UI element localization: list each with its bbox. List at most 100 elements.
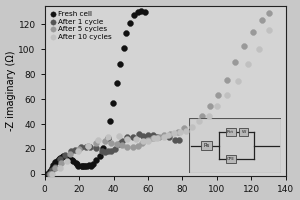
After 5 cycles (182, 126, 187, 129)
After 1 cycle (130, 135, 135, 139)
After 5 cycles (176, 130, 180, 134)
Fresh cell (70, 158, 74, 162)
Fresh cell (85, 164, 90, 167)
Fresh cell (76, 164, 81, 167)
After 10 cycles (206, 114, 211, 117)
After 5 cycles (242, 45, 247, 48)
Fresh cell (128, 21, 133, 24)
After 5 cycles (59, 161, 64, 164)
Fresh cell (65, 157, 70, 160)
After 1 cycle (83, 146, 88, 149)
After 5 cycles (216, 93, 221, 97)
After 1 cycle (103, 150, 107, 153)
Fresh cell (55, 160, 60, 163)
After 5 cycles (224, 78, 229, 81)
Fresh cell (74, 161, 78, 165)
After 10 cycles (267, 28, 272, 31)
After 1 cycle (176, 139, 181, 142)
Fresh cell (46, 172, 50, 175)
Fresh cell (67, 158, 72, 161)
Fresh cell (56, 157, 61, 160)
After 1 cycle (166, 135, 171, 139)
Fresh cell (65, 156, 70, 159)
Fresh cell (83, 165, 88, 168)
After 5 cycles (267, 11, 272, 14)
Fresh cell (80, 164, 85, 168)
After 10 cycles (197, 119, 202, 122)
Fresh cell (48, 169, 52, 172)
After 1 cycle (58, 158, 63, 161)
After 10 cycles (117, 134, 122, 138)
Fresh cell (142, 11, 147, 14)
Fresh cell (87, 163, 92, 167)
After 1 cycle (161, 135, 166, 138)
After 10 cycles (152, 136, 157, 140)
After 1 cycle (125, 136, 130, 139)
After 10 cycles (257, 47, 262, 50)
Fresh cell (50, 166, 55, 170)
After 5 cycles (53, 166, 58, 170)
Fresh cell (79, 164, 84, 168)
After 5 cycles (150, 136, 155, 139)
After 10 cycles (225, 93, 230, 96)
After 10 cycles (106, 136, 111, 139)
Fresh cell (108, 119, 112, 123)
Fresh cell (44, 172, 49, 176)
After 10 cycles (177, 131, 182, 134)
Fresh cell (91, 162, 95, 165)
After 1 cycle (94, 146, 99, 149)
Fresh cell (52, 161, 57, 164)
Fresh cell (71, 159, 76, 162)
Fresh cell (58, 156, 62, 160)
After 10 cycles (235, 79, 240, 83)
After 10 cycles (58, 166, 63, 169)
After 1 cycle (151, 133, 155, 136)
After 1 cycle (119, 139, 124, 143)
After 10 cycles (166, 133, 170, 136)
After 1 cycle (69, 149, 74, 153)
After 5 cycles (85, 144, 90, 147)
After 5 cycles (136, 145, 140, 148)
Fresh cell (124, 32, 129, 35)
After 5 cycles (208, 105, 212, 108)
After 10 cycles (86, 144, 91, 147)
Fresh cell (61, 154, 66, 158)
After 5 cycles (47, 172, 52, 176)
Fresh cell (132, 13, 137, 16)
After 1 cycle (146, 134, 151, 137)
After 5 cycles (146, 138, 151, 141)
After 5 cycles (115, 142, 119, 145)
After 1 cycle (99, 149, 104, 152)
Fresh cell (117, 63, 122, 66)
After 1 cycle (116, 142, 121, 146)
After 1 cycle (52, 166, 57, 169)
Fresh cell (115, 81, 120, 85)
Fresh cell (63, 154, 68, 157)
After 5 cycles (94, 142, 99, 145)
After 5 cycles (131, 145, 136, 149)
After 1 cycle (173, 138, 178, 142)
Legend: Fresh cell, After 1 cycle, After 5 cycles, After 10 cycles: Fresh cell, After 1 cycle, After 5 cycle… (48, 9, 113, 42)
After 10 cycles (146, 139, 151, 142)
After 10 cycles (96, 139, 101, 142)
After 10 cycles (171, 131, 176, 134)
After 1 cycle (106, 150, 111, 153)
After 10 cycles (50, 172, 54, 176)
Fresh cell (97, 155, 102, 158)
After 5 cycles (200, 114, 205, 118)
After 10 cycles (184, 130, 188, 133)
After 10 cycles (124, 137, 129, 140)
Fresh cell (111, 101, 116, 104)
Fresh cell (51, 163, 56, 166)
After 5 cycles (140, 141, 145, 145)
After 10 cycles (214, 105, 219, 108)
After 1 cycle (63, 153, 68, 156)
Fresh cell (74, 162, 79, 166)
Y-axis label: -Z imaginary (Ω): -Z imaginary (Ω) (6, 51, 16, 131)
After 10 cycles (134, 138, 138, 141)
After 10 cycles (190, 125, 195, 128)
After 1 cycle (88, 146, 93, 149)
After 5 cycles (109, 141, 114, 144)
Fresh cell (88, 164, 93, 167)
After 5 cycles (120, 143, 125, 147)
